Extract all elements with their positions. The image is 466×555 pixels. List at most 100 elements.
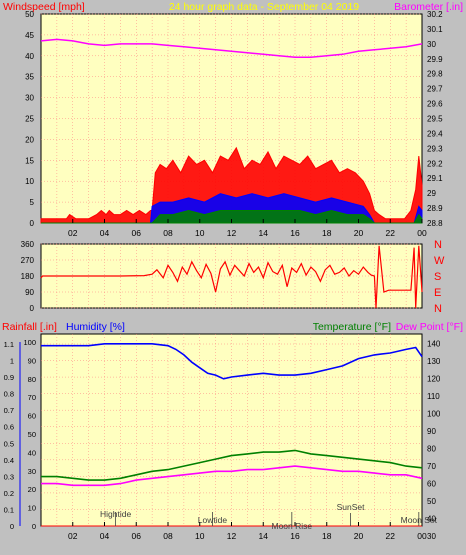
panel-wind-barometer: 0 5 10 15 20 25 30 35 40 45 50 28.8 28.9 29 29.1 29.2 29… [25,10,443,238]
x-tick-label: 18 [322,531,332,541]
dewpoint-axis-label: Dew Point [°F] [396,321,463,333]
y-temperature-tick-label: 130 [427,357,441,366]
series-top [40,38,423,224]
x-tick-label: 06 [132,531,142,541]
y-direction-tick-label: 90 [25,288,34,297]
y-humidity-tick-label: 90 [28,356,36,365]
y-left-tick-label: 10 [25,177,34,186]
x-tick-label: 14 [259,531,269,541]
y-humidity-tick-label: 60 [28,412,36,421]
y-right-tick-label: 28.8 [427,219,443,228]
y-left-tick-label: 35 [25,73,34,82]
y-direction-tick-label: 0 [30,304,35,313]
event-label: Moon Set [401,515,438,525]
y-left-tick-label: 15 [25,156,34,165]
series-direction [40,245,423,309]
y-rainfall-tick-label: 0.7 [4,406,14,415]
y-right-tick-label: 29.4 [427,129,443,138]
y-left-tick-label: 5 [30,198,35,207]
y-temperature-tick-label: 80 [427,445,436,454]
y-rainfall-tick-label: 1.1 [4,340,14,349]
series-wind-direction [40,245,423,309]
y-rainfall-tick-label: 0.2 [4,489,14,498]
y-left-tick-label: 50 [25,10,34,19]
header-labels: Windspeed [mph] 24 hour graph data - Sep… [3,1,463,13]
ticks-bottom: 0 0.1 0.2 0.3 0.4 0.5 0.6 0.7 0.8 0.9 1 1.1 0 10 20 30 4… [4,338,441,541]
y-rainfall-tick-label: 0.6 [4,423,14,432]
y-rainfall-tick-label: 0.8 [4,390,14,399]
x-tick-label: 08 [163,228,173,238]
y-temperature-tick-label: 50 [427,497,436,506]
y-right-tick-label: 29.1 [427,174,443,183]
y-temperature-tick-label: 30 [427,532,436,541]
y-direction-tick-label: 360 [21,240,35,249]
y-direction-tick-label: 270 [21,256,35,265]
y-rainfall-tick-label: 0.3 [4,472,14,481]
y-right-tick-label: 30 [427,40,436,49]
y-left-tick-label: 30 [25,94,34,103]
barometer-axis-label: Barometer [.in] [394,1,463,13]
y-temperature-tick-label: 110 [427,392,440,401]
y-temperature-tick-label: 100 [427,410,441,419]
event-markers: Hightide Lowtide Moon Rise SunSet Moon Set [100,502,438,531]
y-rainfall-tick-label: 0.4 [4,456,14,465]
y-right-tick-label: 29.8 [427,70,443,79]
y-direction-tick-label: 180 [21,272,35,281]
x-tick-label: 10 [195,531,205,541]
x-tick-label: 20 [354,531,364,541]
x-tick-label: 00 [417,228,427,238]
y-left-tick-label: 45 [25,31,34,40]
compass-e: E [434,287,441,299]
compass-w: W [434,255,445,267]
y-rainfall-tick-label: 0.5 [4,439,14,448]
panel-wind-direction: 0 90 180 270 360 N W S E N [21,239,445,315]
windspeed-axis-label: Windspeed [mph] [3,1,85,13]
y-left-tick-label: 20 [25,135,34,144]
y-temperature-tick-label: 120 [427,375,441,384]
x-tick-label: 10 [195,228,205,238]
ticks-top: 0 5 10 15 20 25 30 35 40 45 50 28.8 28.9 29 29.1 29.2 29… [25,10,443,238]
x-tick-label: 02 [68,228,78,238]
x-tick-label: 06 [132,228,142,238]
series-bottom [41,343,423,527]
y-humidity-tick-label: 50 [28,430,36,439]
y-right-tick-label: 29.7 [427,85,443,94]
x-tick-label: 14 [259,228,269,238]
x-tick-label: 00 [417,531,427,541]
y-humidity-tick-label: 30 [28,467,36,476]
ticks-direction: 0 90 180 270 360 [21,240,35,313]
event-label: SunSet [337,502,366,512]
x-tick-label: 22 [386,531,396,541]
x-tick-label: 16 [290,228,300,238]
temperature-axis-label: Temperature [°F] [313,321,391,333]
y-right-tick-label: 29.5 [427,115,443,124]
event-label: Moon Rise [272,521,313,531]
y-rainfall-tick-label: 1 [10,357,14,366]
y-right-tick-label: 30.1 [427,25,443,34]
y-right-tick-label: 29.9 [427,55,443,64]
y-humidity-tick-label: 70 [28,393,36,402]
compass-labels: N W S E N [434,239,445,315]
y-temperature-tick-label: 60 [427,480,436,489]
y-left-tick-label: 40 [25,52,34,61]
y-left-tick-label: 25 [25,115,34,124]
x-tick-label: 02 [68,531,78,541]
y-humidity-tick-label: 40 [28,448,36,457]
y-humidity-tick-label: 20 [28,485,36,494]
humidity-axis-label: Humidity [%] [66,321,125,333]
y-right-tick-label: 29.6 [427,100,443,109]
y-humidity-tick-label: 80 [28,375,36,384]
grid-bottom [41,334,422,527]
y-right-tick-label: 30.2 [427,10,443,19]
y-humidity-tick-label: 10 [28,504,36,513]
y-right-tick-label: 29.3 [427,144,443,153]
compass-n-bottom: N [434,303,442,315]
y-humidity-tick-label: 0 [32,522,36,531]
series-dewpoint [41,465,423,487]
chart-title: 24 hour graph data - September 04 2019 [169,1,359,13]
compass-s: S [434,271,441,283]
y-right-tick-label: 29.2 [427,159,443,168]
y-rainfall-tick-label: 0.1 [4,505,14,514]
event-label: Hightide [100,509,131,519]
